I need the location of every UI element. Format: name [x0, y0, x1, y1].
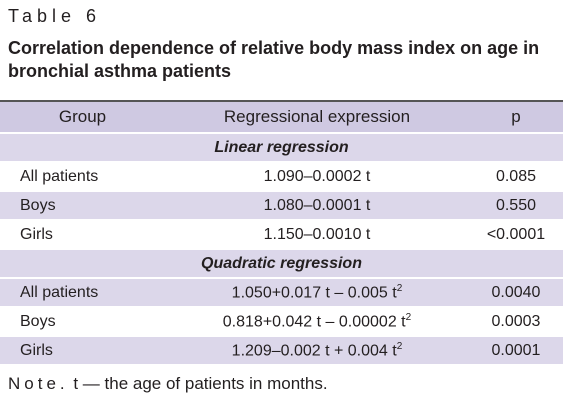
data-row: All patients 1.090–0.0002 t 0.085: [0, 162, 563, 192]
group-cell: All patients: [0, 278, 165, 308]
expression-cell: 1.090–0.0002 t: [165, 162, 469, 192]
column-header: Regressional expression: [165, 101, 469, 134]
note: Note. t — the age of patients in months.: [8, 374, 328, 394]
table: Group Regressional expression p Linear regr…: [0, 100, 563, 366]
expression-cell: 1.050+0.017 t – 0.005 t2: [165, 278, 469, 308]
p-cell: 0.0001: [468, 336, 563, 366]
expression-exponent: 2: [396, 282, 403, 294]
group-cell: Girls: [0, 220, 165, 250]
section-row: Quadratic regression: [0, 249, 563, 279]
note-label: Note.: [8, 374, 69, 393]
p-cell: 0.085: [468, 162, 563, 192]
section-title: Quadratic regression: [0, 249, 563, 279]
group-cell: Boys: [0, 191, 165, 221]
group-cell: Girls: [0, 336, 165, 366]
table-label: Table 6: [8, 6, 102, 26]
expression-text: 0.818+0.042 t – 0.00002 t: [222, 313, 406, 331]
expression-cell: 1.209–0.002 t + 0.004 t2: [165, 336, 469, 366]
expression-text: 1.080–0.0001 t: [263, 196, 371, 214]
p-cell: 0.0003: [468, 307, 563, 337]
p-cell: <0.0001: [468, 220, 563, 250]
table-title: Correlation dependence of relative body …: [8, 38, 540, 81]
data-row: Boys 0.818+0.042 t – 0.00002 t2 0.0003: [0, 307, 563, 337]
column-header: p: [468, 101, 563, 134]
expression-text: 1.090–0.0002 t: [263, 167, 371, 185]
group-cell: Boys: [0, 307, 165, 337]
expression-cell: 1.080–0.0001 t: [165, 191, 469, 221]
expression-exponent: 2: [396, 340, 403, 352]
group-cell: All patients: [0, 162, 165, 192]
expression-text: 1.150–0.0010 t: [263, 225, 371, 243]
header-row: Group Regressional expression p: [0, 101, 563, 134]
expression-cell: 1.150–0.0010 t: [165, 220, 469, 250]
data-row: All patients 1.050+0.017 t – 0.005 t2 0.00…: [0, 278, 563, 308]
expression-cell: 0.818+0.042 t – 0.00002 t2: [165, 307, 469, 337]
expression-text: 1.050+0.017 t – 0.005 t: [231, 284, 397, 302]
section-row: Linear regression: [0, 133, 563, 163]
data-row: Girls 1.209–0.002 t + 0.004 t2 0.0001: [0, 336, 563, 366]
expression-exponent: 2: [405, 311, 412, 323]
p-cell: 0.0040: [468, 278, 563, 308]
expression-text: 1.209–0.002 t + 0.004 t: [231, 342, 397, 360]
section-title: Linear regression: [0, 133, 563, 163]
data-row: Boys 1.080–0.0001 t 0.550: [0, 191, 563, 221]
data-row: Girls 1.150–0.0010 t <0.0001: [0, 220, 563, 250]
p-cell: 0.550: [468, 191, 563, 221]
note-text: t — the age of patients in months.: [68, 374, 328, 393]
column-header: Group: [0, 101, 165, 134]
